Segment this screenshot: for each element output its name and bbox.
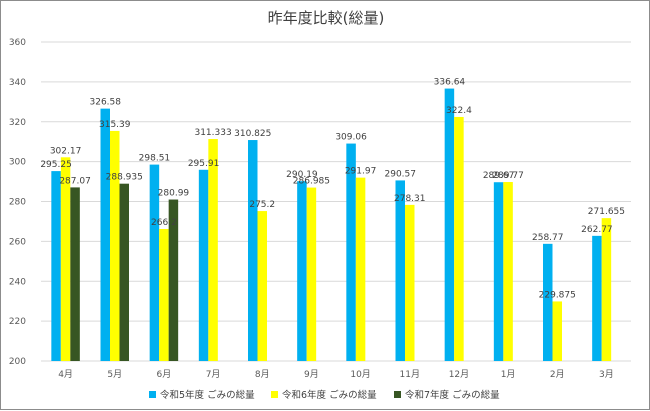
data-label: 326.58: [90, 98, 122, 108]
bar: [168, 199, 179, 361]
bar: [110, 130, 120, 361]
bar: [552, 301, 562, 361]
x-tick-label: 6月: [157, 369, 172, 380]
chart-title: 昨年度比較(総量): [268, 9, 385, 27]
data-label: 266.2: [151, 218, 177, 228]
data-label: 289.77: [492, 171, 524, 181]
bar: [297, 181, 307, 361]
data-label: 315.39: [99, 120, 131, 130]
x-tick-label: 3月: [599, 369, 614, 380]
data-label: 288.935: [106, 173, 143, 183]
legend-swatch: [271, 391, 278, 398]
data-label: 309.06: [335, 133, 367, 143]
x-tick-label: 8月: [255, 369, 270, 380]
data-label: 258.77: [532, 233, 564, 243]
legend-label: 令和7年度 ごみの総量: [405, 389, 500, 401]
y-tick-label: 340: [9, 78, 26, 88]
bar: [454, 116, 464, 361]
bar: [198, 169, 209, 361]
legend: 令和5年度 ごみの総量 令和6年度 ごみの総量 令和7年度 ごみの総量: [149, 389, 500, 401]
data-label: 311.333: [194, 128, 231, 138]
bars: [51, 88, 612, 361]
bar: [149, 164, 160, 361]
data-label: 298.51: [139, 154, 171, 164]
data-label: 295.91: [188, 159, 220, 169]
bar: [306, 187, 317, 361]
x-axis: 4月 5月 6月 7月 8月 9月 10月 11月 12月 1月 2月 3月: [58, 369, 614, 380]
x-tick-label: 1月: [501, 369, 516, 380]
bar: [100, 108, 110, 361]
bar: [543, 243, 553, 361]
x-tick-label: 10月: [350, 369, 370, 380]
bar: [257, 211, 267, 361]
y-axis: 200 220 240 260 280 300 320 340 360: [9, 38, 26, 367]
data-label: 336.64: [434, 78, 466, 88]
data-label: 271.655: [588, 207, 625, 217]
legend-swatch: [394, 391, 401, 398]
x-tick-label: 9月: [304, 369, 319, 380]
y-tick-label: 260: [9, 237, 26, 247]
data-label: 275.2: [249, 200, 275, 210]
bar: [503, 182, 513, 361]
bar: [355, 177, 366, 361]
bar: [159, 229, 169, 361]
y-tick-label: 300: [9, 158, 26, 168]
data-label: 310.825: [234, 129, 271, 139]
legend-label: 令和5年度 ごみの総量: [160, 389, 255, 401]
x-tick-label: 5月: [107, 369, 122, 380]
y-tick-label: 220: [9, 317, 26, 327]
bar: [51, 171, 61, 361]
data-label: 280.99: [158, 189, 190, 199]
bar: [346, 143, 356, 361]
x-tick-label: 7月: [206, 369, 221, 380]
data-label: 287.07: [59, 176, 91, 186]
data-label: 262.77: [581, 225, 613, 235]
data-label: 302.17: [50, 146, 82, 156]
bar: [405, 204, 415, 361]
legend-swatch: [149, 391, 156, 398]
y-tick-label: 240: [9, 277, 26, 287]
x-tick-label: 2月: [550, 369, 565, 380]
x-tick-label: 12月: [449, 369, 469, 380]
bar: [601, 218, 612, 361]
y-tick-label: 280: [9, 198, 26, 208]
bar: [493, 182, 504, 361]
bar: [60, 157, 71, 361]
data-label: 286.985: [293, 177, 330, 187]
data-label: 278.31: [394, 194, 426, 204]
data-label: 289.67: [483, 171, 515, 181]
x-tick-label: 11月: [400, 369, 420, 380]
bar: [208, 139, 218, 361]
bar: [70, 187, 80, 361]
bar: [592, 235, 602, 361]
bar: [119, 183, 129, 361]
data-label: 229.875: [539, 290, 576, 300]
y-tick-label: 360: [9, 38, 26, 48]
data-label: 322.4: [446, 106, 472, 116]
data-label: 290.57: [385, 169, 417, 179]
bar: [395, 180, 405, 361]
data-label: 291.97: [345, 167, 377, 177]
data-label: 295.25: [40, 160, 72, 170]
data-labels: 295.25 302.17 287.07 326.58 315.39 288.935 298…: [40, 78, 625, 301]
bar: [444, 88, 455, 361]
x-tick-label: 4月: [58, 369, 73, 380]
legend-label: 令和6年度 ごみの総量: [282, 389, 377, 401]
y-tick-label: 200: [9, 357, 26, 367]
bar: [248, 140, 258, 361]
y-tick-label: 320: [9, 118, 26, 128]
data-label: 290.19: [286, 170, 318, 180]
gridlines: [41, 41, 631, 362]
